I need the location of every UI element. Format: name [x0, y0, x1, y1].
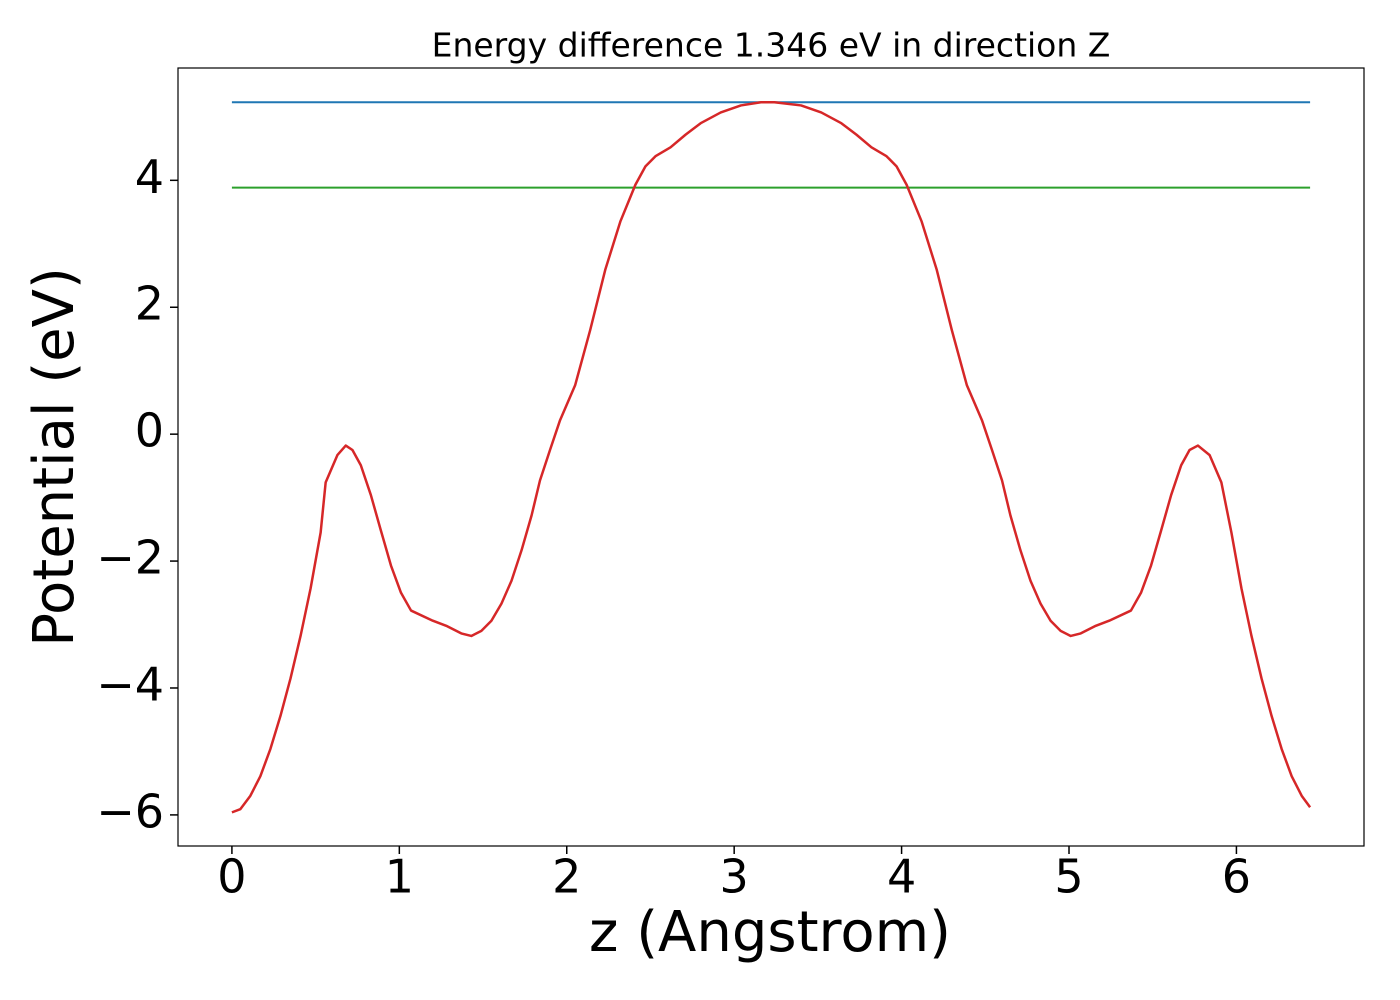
x-axis-label: z (Angstrom): [589, 900, 951, 965]
y-tick-label: 4: [135, 150, 164, 204]
x-tick-label: 5: [1054, 850, 1083, 904]
x-tick-label: 2: [552, 850, 581, 904]
y-tick-label: −2: [96, 531, 164, 585]
plot-frame: [177, 67, 1365, 847]
y-tick-label: −6: [96, 784, 164, 838]
x-tick-label: 4: [887, 850, 916, 904]
x-tick-label: 3: [720, 850, 749, 904]
y-tick-label: 2: [135, 277, 164, 331]
y-axis-label: Potential (eV): [22, 267, 87, 647]
y-tick-label: −4: [96, 657, 164, 711]
x-tick-label: 1: [385, 850, 414, 904]
line-series: [231, 101, 1312, 814]
x-tick-label: 6: [1222, 850, 1251, 904]
y-tick-label: 0: [135, 404, 164, 458]
chart-title: Energy difference 1.346 eV in direction …: [432, 26, 1111, 65]
x-tick-label: 0: [217, 850, 246, 904]
